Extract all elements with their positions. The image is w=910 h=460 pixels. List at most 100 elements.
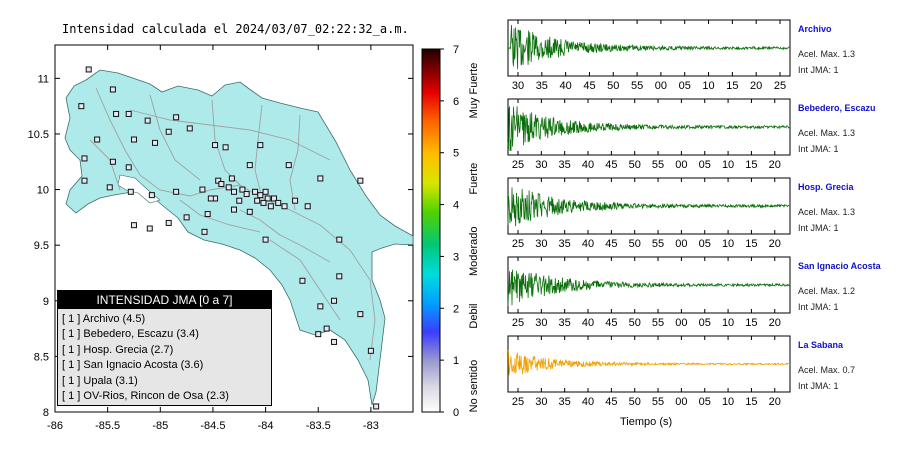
station-marker (130, 136, 137, 143)
station-marker (81, 177, 88, 184)
waveform-tick-label: 50 (629, 159, 641, 171)
station-marker (183, 214, 190, 221)
station-marker (299, 277, 306, 284)
station-marker (225, 184, 232, 191)
waveform-tick-label: 25 (512, 396, 524, 408)
station-marker (94, 136, 101, 143)
lon-tick-label: -84 (258, 420, 274, 432)
waveform-tick-label: 55 (631, 80, 643, 92)
int-jma-label: Int JMA: 1 (798, 302, 839, 312)
waveform-tick-label: 25 (512, 159, 524, 171)
lat-tick-label: 9 (43, 296, 49, 308)
colorbar-category-label: Muy Fuerte (468, 63, 480, 119)
waveform-tick-label: 15 (745, 238, 757, 250)
waveform-tick-label: 10 (702, 80, 714, 92)
station-marker (257, 142, 264, 149)
waveform-tick-label: 45 (605, 396, 617, 408)
station-marker (271, 195, 278, 202)
lat-tick-label: 10 (37, 185, 49, 197)
waveform-tick-label: 25 (774, 80, 786, 92)
station-marker (231, 188, 237, 195)
intensity-legend: INTENSIDAD JMA [0 a 7] [ 1 ] Archivo (4.… (57, 290, 272, 406)
colorbar-ticks: 0 1 2 3 4 5 6 7 (440, 44, 459, 419)
colorbar-tick-label: 3 (453, 251, 459, 263)
station-marker (204, 211, 211, 218)
station-marker (125, 164, 132, 171)
colorbar-category-labels: No sentido Debil Moderado Fuerte Muy Fuerte (468, 63, 480, 413)
waveform-tick-label: 55 (652, 396, 664, 408)
station-marker (85, 66, 92, 73)
waveform-trace (507, 24, 791, 70)
waveform-tick-label: 35 (559, 396, 571, 408)
waveform-trace (507, 350, 791, 376)
waveform-tick-label: 15 (745, 317, 757, 329)
colorbar-tick-label: 4 (453, 200, 459, 212)
int-jma-label: Int JMA: 1 (798, 223, 839, 233)
waveform-tick-label: 20 (769, 396, 781, 408)
station-marker (317, 175, 324, 182)
station-marker (231, 206, 237, 213)
map-title: Intensidad calculada el 2024/03/07_02:22… (62, 22, 409, 36)
station-marker (275, 199, 282, 206)
station-marker (285, 162, 292, 169)
legend-item: [ 1 ] Archivo (4.5) (62, 313, 146, 325)
station-marker (254, 197, 261, 204)
lat-tick-label: 8.5 (34, 351, 49, 363)
waveform-tick-label: 45 (583, 80, 595, 92)
waveform-tick-label: 05 (699, 159, 711, 171)
legend-item: [ 1 ] San Ignacio Acosta (3.6) (62, 359, 204, 372)
lat-tick-label: 8 (43, 407, 49, 419)
station-marker (228, 175, 235, 182)
waveform-trace (507, 269, 790, 307)
intensity-colorbar: 0 1 2 3 4 5 6 7 No sentido Debil Moderado Fuerte Mu… (421, 44, 480, 419)
station-marker (173, 188, 180, 195)
lon-tick-label: -85 (152, 420, 168, 432)
lon-tick-label: -83.5 (306, 420, 331, 432)
waveform-tick-label: 40 (582, 238, 594, 250)
station-marker (323, 325, 330, 332)
station-marker (173, 114, 180, 121)
waveform-tick-label: 45 (605, 238, 617, 250)
waveform-tick-label: 25 (512, 238, 524, 250)
colorbar-tick-label: 6 (453, 96, 459, 108)
station-marker (236, 197, 243, 204)
station-marker (165, 128, 172, 135)
colorbar-category-label: Moderado (468, 226, 480, 276)
colorbar-category-label: Debil (468, 304, 480, 329)
station-marker (262, 236, 269, 243)
station-marker (148, 192, 155, 199)
costa-rica-landmass (64, 69, 414, 406)
waveform-panel: 25 30 35 40 45 50 55 00 05 10 15 20 (507, 177, 791, 250)
waveform-tick-label: 05 (699, 396, 711, 408)
station-name: Archivo (798, 24, 832, 34)
waveform-tick-label: 30 (535, 396, 547, 408)
legend-item: [ 1 ] OV-Rios, Rincon de Osa (2.3) (62, 390, 229, 403)
accel-max-label: Acel. Max. 1.3 (798, 49, 856, 59)
waveform-panel: 25 30 35 40 45 50 55 00 05 10 15 20 (507, 98, 791, 171)
waveform-tick-label: 15 (726, 80, 738, 92)
station-marker (186, 125, 193, 132)
waveform-tick-label: 45 (605, 159, 617, 171)
lon-tick-label: -84.5 (200, 420, 225, 432)
station-marker (357, 177, 364, 184)
station-marker (212, 142, 219, 149)
int-jma-label: Int JMA: 1 (798, 144, 839, 154)
colorbar-tick-label: 0 (453, 407, 459, 419)
lon-tick-label: -86 (47, 420, 63, 432)
station-marker (207, 195, 214, 202)
station-marker (262, 188, 269, 195)
station-marker (81, 155, 88, 162)
accel-max-label: Acel. Max. 1.3 (798, 128, 856, 138)
waveform-tick-label: 50 (629, 317, 641, 329)
station-marker (152, 139, 159, 146)
int-jma-label: Int JMA: 1 (798, 381, 839, 391)
station-marker (127, 188, 134, 195)
station-marker (367, 347, 374, 354)
station-marker (336, 236, 343, 243)
waveform-tick-label: 45 (605, 317, 617, 329)
waveform-trace (507, 187, 791, 227)
station-marker (165, 219, 172, 226)
waveform-panel: 30 35 40 45 50 55 00 05 10 15 20 25 (507, 19, 791, 92)
waveform-tick-label: 15 (745, 396, 757, 408)
station-name: San Ignacio Acosta (798, 261, 881, 271)
